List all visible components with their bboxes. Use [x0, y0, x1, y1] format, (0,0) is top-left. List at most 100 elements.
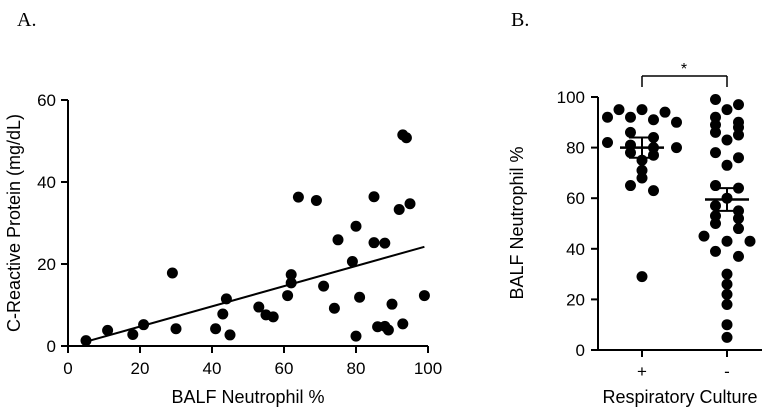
- panel-b-letter: B.: [511, 9, 529, 31]
- panel-b-data-point: [636, 104, 648, 116]
- panel-b-data-point: [625, 111, 636, 123]
- panel-b-data-point: [710, 200, 721, 212]
- panel-b-y-axis-title: BALF Neutrophil %: [507, 146, 527, 299]
- panel-b-data-point: [671, 142, 682, 154]
- panel-b-data-point: [733, 223, 744, 235]
- panel-a-data-point: [127, 329, 139, 341]
- panel-a-data-point: [350, 330, 362, 342]
- panel-b-data-point: [625, 147, 636, 159]
- panel-b-data-point: [721, 298, 733, 310]
- panel-b-data-point: [659, 106, 671, 118]
- panel-b-data-point: [648, 114, 659, 126]
- panel-b-data-point: [733, 250, 744, 262]
- panel-b-data-point: [733, 99, 744, 111]
- panel-b-data-point: [721, 235, 733, 247]
- panel-a-data-point: [418, 290, 430, 302]
- panel-b-data-point: [698, 230, 710, 242]
- panel-b-data-point: [721, 331, 733, 343]
- panel-b-data-point: [671, 116, 682, 128]
- panel-b-data-point: [733, 152, 744, 164]
- panel-b-data-point: [710, 111, 721, 123]
- panel-b-data-point: [710, 147, 721, 159]
- panel-b-data-point: [648, 185, 659, 197]
- panel-b-y-tick-label: 100: [557, 88, 585, 107]
- panel-a-data-point: [397, 318, 409, 330]
- panel-b-data-point: [636, 164, 648, 176]
- panel-b-data-point: [648, 149, 659, 161]
- panel-b-data-point: [733, 129, 744, 141]
- panel-b-data-point: [710, 119, 721, 131]
- panel-a-x-tick-label: 0: [63, 359, 72, 378]
- panel-b-data-point: [710, 126, 721, 138]
- panel-b-data-point: [710, 210, 721, 222]
- panel-a-data-point: [318, 280, 330, 292]
- panel-a-data-point: [328, 302, 340, 314]
- panel-a-data-point: [350, 220, 362, 232]
- panel-b-y-tick-label: 80: [566, 139, 585, 158]
- panel-a-y-axis-title: C-Reactive Protein (mg/dL): [4, 114, 24, 332]
- panel-a-data-point: [267, 311, 279, 323]
- panel-a-data-point: [404, 198, 416, 210]
- panel-a-data-point: [368, 237, 380, 249]
- panel-a-y-tick-label: 40: [37, 173, 56, 192]
- panel-b-data-point: [710, 245, 721, 257]
- panel-b-data-point: [721, 288, 733, 300]
- panel-a-x-tick-label: 20: [131, 359, 150, 378]
- panel-a-data-point: [393, 203, 405, 215]
- panel-a-y-tick-label: 20: [37, 255, 56, 274]
- panel-b-data-point: [721, 268, 733, 280]
- panel-b-data-point: [710, 94, 721, 106]
- panel-a-y-tick-label: 0: [47, 337, 56, 356]
- panel-a-data-point: [386, 298, 398, 310]
- panel-a-data-point: [400, 132, 412, 144]
- panel-b-data-point: [613, 104, 625, 116]
- panel-a-data-point: [332, 234, 344, 246]
- panel-a-x-tick-label: 60: [275, 359, 294, 378]
- panel-b-y-tick-label: 0: [576, 341, 585, 360]
- panel-b-data-point: [602, 137, 613, 149]
- panel-b-data-point: [733, 121, 744, 133]
- panel-a-data-point: [354, 291, 366, 303]
- panel-a-x-tick-label: 80: [347, 359, 366, 378]
- panel-b-data-point: [721, 134, 733, 146]
- panel-a-data-point: [217, 308, 229, 320]
- panel-a-data-point: [166, 267, 178, 279]
- panel-b-y-tick-label: 60: [566, 189, 585, 208]
- panel-b-category-label: +: [637, 362, 647, 381]
- panel-b-dot-plot: 0 20 40 60 80 100 + - * Respiratory Culture BA…: [507, 61, 762, 407]
- panel-a-data-point: [382, 324, 394, 336]
- panel-a-letter: A.: [17, 9, 36, 31]
- panel-a-data-point: [292, 191, 304, 203]
- panel-b-data-point: [721, 104, 733, 116]
- panel-a-data-point: [368, 191, 380, 203]
- panel-a-trendline: [82, 245, 425, 344]
- panel-b-data-point: [710, 180, 721, 192]
- panel-b-data-point: [710, 218, 721, 229]
- panel-a-data-point: [102, 324, 114, 336]
- panel-b-data-point: [721, 319, 733, 331]
- panel-b-y-tick-label: 20: [566, 290, 585, 309]
- panel-a-data-point: [210, 323, 222, 335]
- panel-a-x-axis-title: BALF Neutrophil %: [171, 387, 324, 407]
- significance-asterisk: *: [681, 61, 687, 78]
- panel-b-data-point: [721, 278, 733, 290]
- panel-a-data-point: [253, 301, 265, 313]
- panel-a-data-point: [285, 269, 297, 281]
- panel-b-data-point: [733, 212, 744, 224]
- panel-a-x-tick-label: 100: [414, 359, 442, 378]
- panel-a-data-point: [224, 329, 236, 341]
- panel-b-data-point: [625, 126, 636, 138]
- panel-a-data-point: [170, 323, 182, 335]
- panel-b-x-axis-title: Respiratory Culture: [602, 387, 757, 407]
- panel-b-y-tick-label: 40: [566, 240, 585, 259]
- panel-b-data-point: [721, 159, 733, 171]
- panel-b-data-point: [636, 172, 648, 184]
- panel-b-data-point: [602, 111, 613, 123]
- panel-a-data-point: [310, 194, 322, 206]
- panel-a-data-point: [346, 256, 358, 268]
- panel-b-category-label: -: [724, 362, 730, 381]
- panel-a-data-point: [282, 290, 294, 302]
- panel-a-data-point: [379, 237, 391, 249]
- panel-a-y-tick-label: 60: [37, 91, 56, 110]
